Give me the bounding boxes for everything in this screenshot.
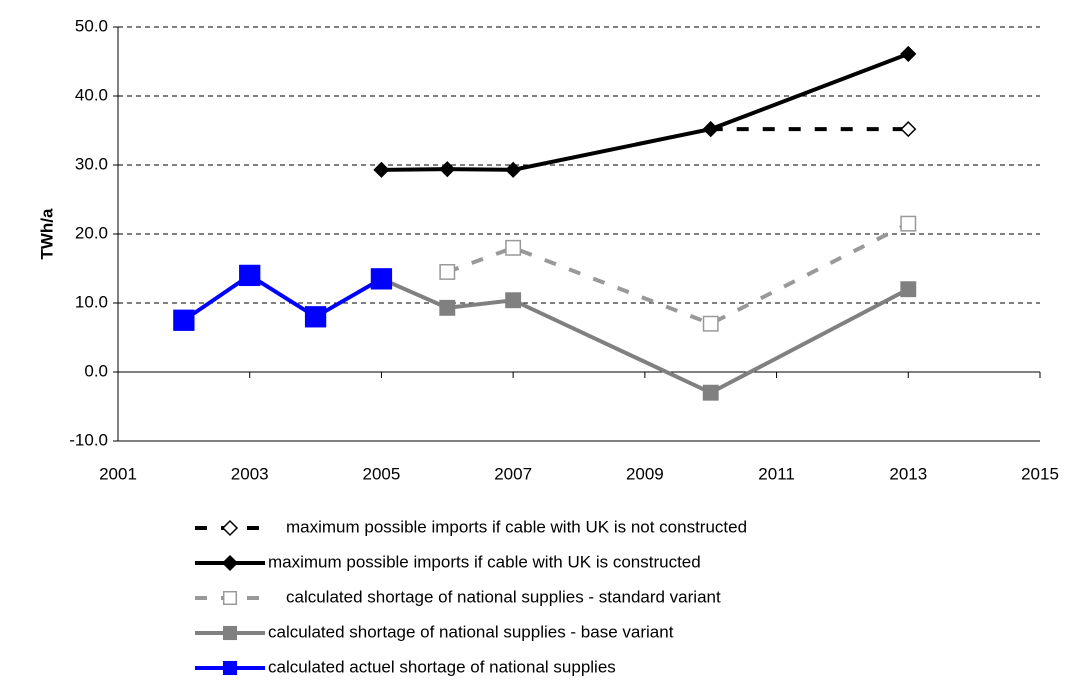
marker — [900, 45, 917, 62]
y-tick-label: 0.0 — [84, 361, 108, 380]
legend-marker — [222, 660, 238, 676]
y-tick-label: 30.0 — [75, 154, 108, 173]
x-tick-label: 2015 — [1021, 464, 1059, 483]
marker — [239, 264, 261, 287]
y-tick-label: 40.0 — [75, 85, 108, 104]
legend-label: calculated actuel shortage of national s… — [268, 657, 616, 676]
marker — [373, 161, 390, 178]
y-tick-label: -10.0 — [69, 430, 108, 449]
legend-label: maximum possible imports if cable with U… — [268, 552, 701, 571]
marker — [505, 239, 522, 256]
legend-label: maximum possible imports if cable with U… — [286, 517, 747, 536]
legend-marker — [221, 554, 239, 572]
legend-label: calculated shortage of national supplies… — [286, 587, 721, 606]
y-axis-label: TWh/a — [37, 208, 56, 260]
series-line — [381, 52, 909, 172]
marker — [702, 121, 719, 138]
y-tick-label: 20.0 — [75, 223, 108, 242]
x-tick-label: 2009 — [626, 464, 664, 483]
marker — [505, 292, 522, 309]
marker — [439, 264, 456, 280]
x-tick-label: 2013 — [889, 464, 927, 483]
marker — [304, 306, 327, 328]
x-tick-label: 2011 — [758, 464, 795, 483]
x-tick-label: 2007 — [494, 464, 532, 483]
series-line — [182, 273, 383, 322]
marker — [702, 384, 719, 401]
marker — [900, 121, 917, 138]
y-tick-label: 10.0 — [75, 292, 108, 311]
x-tick-label: 2003 — [231, 464, 269, 483]
legend-marker — [221, 519, 239, 537]
legend-label: calculated shortage of national supplies… — [268, 622, 674, 641]
marker — [173, 309, 195, 331]
x-tick-label: 2001 — [99, 464, 137, 483]
legend-marker — [222, 625, 238, 641]
marker — [505, 161, 522, 178]
x-tick-label: 2005 — [363, 464, 401, 483]
marker — [439, 299, 456, 316]
y-tick-label: 50.0 — [75, 16, 108, 35]
legend-marker — [222, 590, 238, 606]
marker — [702, 315, 719, 332]
marker — [370, 268, 393, 290]
marker — [900, 215, 917, 232]
series-line — [446, 221, 910, 326]
marker — [439, 161, 456, 178]
marker — [900, 281, 917, 298]
